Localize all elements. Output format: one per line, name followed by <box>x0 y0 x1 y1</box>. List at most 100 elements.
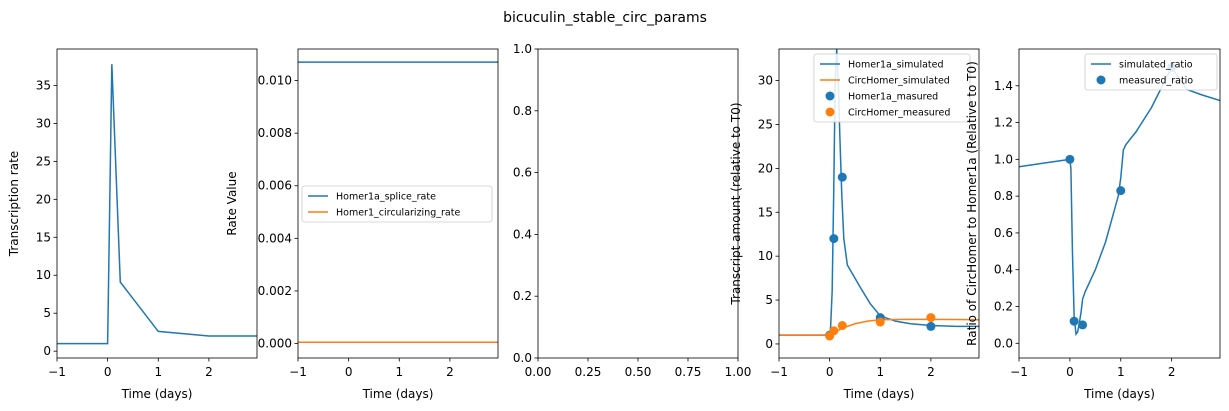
x-tick-label: 2 <box>1168 365 1176 379</box>
y-tick-label: 15 <box>758 205 773 219</box>
legend-marker <box>825 91 835 101</box>
y-tick-label: 0 <box>765 337 773 351</box>
y-axis-label: Transcription rate <box>7 151 21 257</box>
x-tick-label: −1 <box>289 365 307 379</box>
y-tick-label: 1.4 <box>994 79 1013 93</box>
marker-measured_ratio-3 <box>1116 186 1126 196</box>
y-tick-label: 10 <box>36 268 51 282</box>
axes-frame <box>56 48 258 359</box>
y-tick-label: 30 <box>36 116 51 130</box>
y-tick-label: 0.8 <box>513 104 532 118</box>
marker-CircHomer_measured-1 <box>829 326 839 336</box>
y-tick-label: 1.2 <box>994 116 1013 130</box>
legend-frame <box>301 185 493 223</box>
legend-frame <box>1084 53 1218 91</box>
legend-label: CircHomer_measured <box>848 108 950 119</box>
x-tick-label: 1 <box>1117 365 1125 379</box>
x-tick-label: 1.00 <box>725 365 752 379</box>
axes-frame <box>1018 48 1221 359</box>
x-tick-label: 1 <box>154 365 162 379</box>
legend-label: Homer1_circularizing_rate <box>336 208 460 219</box>
y-tick-label: 5 <box>43 306 51 320</box>
y-axis-label: Rate Value <box>225 171 239 235</box>
legend-label: simulated_ratio <box>1119 60 1193 71</box>
legend: Homer1a_simulated CircHomer_simulated Home… <box>813 53 971 123</box>
y-axis-label: Transcript amount (relative to T0) <box>729 102 743 305</box>
marker-CircHomer_measured-3 <box>875 317 885 327</box>
y-tick-label: 20 <box>758 161 773 175</box>
y-tick-label: 20 <box>36 192 51 206</box>
x-axis-label: Time (days) <box>362 387 434 401</box>
x-tick-label: 0 <box>1066 365 1074 379</box>
x-axis-label: Time (days) <box>121 387 193 401</box>
y-tick-label: 0.0 <box>994 336 1013 350</box>
x-tick-label: 2 <box>446 365 454 379</box>
y-tick-label: 5 <box>765 293 773 307</box>
y-tick-label: 10 <box>758 249 773 263</box>
x-tick-label: 2 <box>205 365 213 379</box>
y-tick-label: 35 <box>36 78 51 92</box>
legend: Homer1a_splice_rate Homer1_circularizing_… <box>301 185 493 223</box>
x-tick-label: 0.75 <box>675 365 702 379</box>
x-tick-label: −1 <box>1010 365 1028 379</box>
y-tick-label: 0.8 <box>994 189 1013 203</box>
series-line-series-0 <box>57 64 257 345</box>
marker-measured_ratio-0 <box>1065 154 1075 164</box>
marker-measured_ratio-2 <box>1078 320 1088 330</box>
legend-label: Homer1a_splice_rate <box>336 192 436 203</box>
y-tick-label: 15 <box>36 230 51 244</box>
y-tick-label: 0.004 <box>258 231 292 245</box>
marker-Homer1a_masured-2 <box>837 172 847 182</box>
y-tick-label: 0.010 <box>258 74 292 88</box>
x-tick-label: 1 <box>395 365 403 379</box>
y-axis-label: Ratio of CircHomer to Homer1a (Relative … <box>965 61 979 346</box>
subplot-2: −1 0 1 2 0.000 0.002 0.004 0.006 0.008 0.010 Time … <box>225 48 499 401</box>
y-tick-label: 0.000 <box>258 337 292 351</box>
x-tick-label: 2 <box>927 365 935 379</box>
axes-frame <box>297 48 499 359</box>
y-tick-label: 30 <box>758 74 773 88</box>
legend-label: Homer1a_simulated <box>848 60 944 71</box>
legend-marker <box>825 107 835 117</box>
series-line-Homer1a_simulated <box>779 49 979 336</box>
marker-CircHomer_measured-2 <box>837 321 847 331</box>
x-axis-label: Time (days) <box>1083 387 1155 401</box>
y-tick-label: 0.2 <box>513 289 532 303</box>
y-tick-label: 0.4 <box>994 263 1013 277</box>
legend-label: CircHomer_simulated <box>848 76 950 87</box>
x-tick-label: 0 <box>345 365 353 379</box>
marker-Homer1a_masured-1 <box>829 234 839 244</box>
legend-label: measured_ratio <box>1119 76 1193 87</box>
x-tick-label: 0 <box>104 365 112 379</box>
marker-Homer1a_masured-4 <box>926 321 936 331</box>
y-tick-label: 1.0 <box>994 152 1013 166</box>
y-tick-label: 0.4 <box>513 227 532 241</box>
x-tick-label: 1 <box>876 365 884 379</box>
x-tick-label: 0.25 <box>575 365 602 379</box>
marker-CircHomer_measured-4 <box>926 313 936 323</box>
x-tick-label: −1 <box>770 365 788 379</box>
legend: simulated_ratio measured_ratio <box>1084 53 1218 91</box>
y-tick-label: 0.2 <box>994 300 1013 314</box>
axes-frame <box>778 48 980 359</box>
x-tick-label: 0.00 <box>525 365 552 379</box>
legend-label: Homer1a_masured <box>848 92 938 103</box>
y-tick-label: 0.008 <box>258 126 292 140</box>
x-axis-label: Time (days) <box>843 387 915 401</box>
subplot-3: 0.00 0.25 0.50 0.75 1.00 0.0 0.2 0.4 0.6 0.8 1.0 <box>513 42 751 379</box>
y-tick-label: 25 <box>758 117 773 131</box>
subplot-5: −1 0 1 2 0.0 0.2 0.4 0.6 0.8 1.0 1.2 1.4 Time (days)… <box>965 48 1221 401</box>
y-tick-label: 0.006 <box>258 179 292 193</box>
y-tick-label: 0.002 <box>258 284 292 298</box>
marker-measured_ratio-1 <box>1069 316 1079 326</box>
x-tick-label: −1 <box>48 365 66 379</box>
figure-title: bicuculin_stable_circ_params <box>503 10 707 26</box>
y-tick-label: 0 <box>43 344 51 358</box>
x-tick-label: 0.50 <box>625 365 652 379</box>
axes-frame <box>537 48 739 359</box>
x-tick-label: 0 <box>826 365 834 379</box>
y-tick-label: 0.6 <box>994 226 1013 240</box>
y-tick-label: 1.0 <box>513 42 532 56</box>
y-tick-label: 0.6 <box>513 166 532 180</box>
